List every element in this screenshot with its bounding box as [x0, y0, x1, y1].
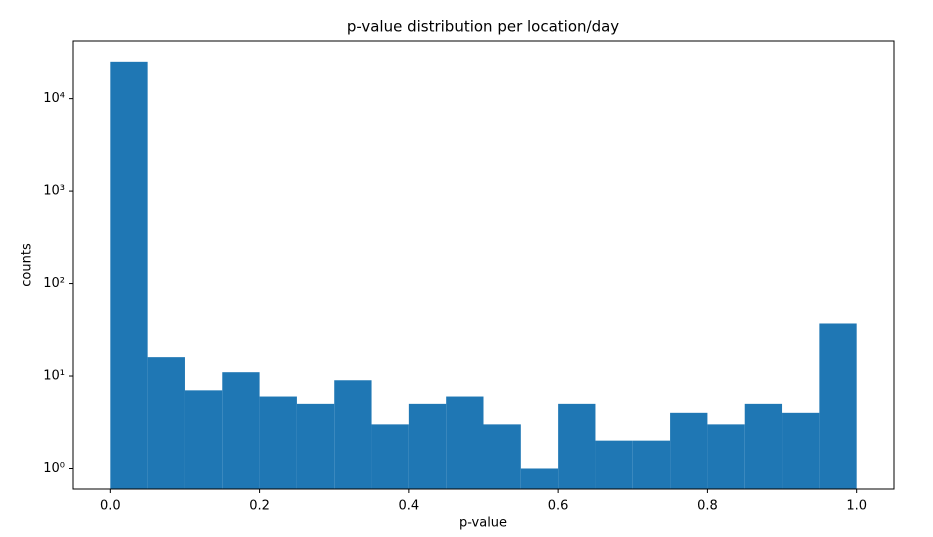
bar — [446, 396, 484, 489]
bar — [520, 468, 559, 489]
chart-title: p-value distribution per location/day — [347, 18, 619, 36]
y-tick-label: 10⁰ — [43, 461, 65, 476]
bar — [222, 372, 260, 489]
y-tick-label: 10² — [43, 276, 65, 291]
bar — [259, 396, 297, 489]
bar — [296, 403, 335, 489]
bar — [147, 357, 185, 489]
y-tick-label: 10⁴ — [43, 91, 65, 106]
x-tick-label: 0.6 — [548, 499, 569, 514]
bar — [408, 403, 447, 489]
bar — [184, 390, 223, 489]
bar — [483, 424, 521, 489]
x-axis-label: p-value — [459, 516, 507, 531]
bar — [334, 380, 372, 489]
bar — [595, 440, 633, 489]
bar — [110, 61, 148, 489]
x-tick-label: 0.2 — [249, 499, 270, 514]
bar — [707, 424, 745, 489]
bar — [371, 424, 409, 489]
bar — [782, 412, 820, 489]
bar — [632, 440, 671, 489]
bar — [558, 403, 596, 489]
x-tick-label: 0.8 — [697, 499, 718, 514]
bar — [744, 403, 783, 489]
x-tick-label: 0.4 — [399, 499, 420, 514]
bar — [670, 412, 708, 489]
plot-frame — [72, 40, 895, 490]
x-tick-label: 1.0 — [846, 499, 867, 514]
y-axis-label: counts — [20, 243, 35, 287]
y-tick-label: 10³ — [43, 184, 65, 199]
y-tick-label: 10¹ — [43, 369, 65, 384]
x-tick-label: 0.0 — [100, 499, 121, 514]
bar — [819, 323, 857, 489]
